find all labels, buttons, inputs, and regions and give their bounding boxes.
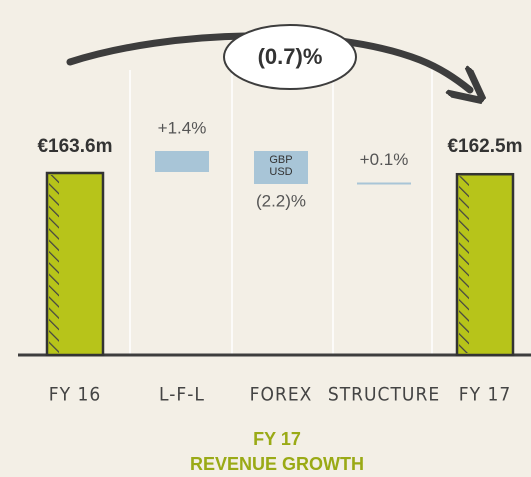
chart-title: FY 17 xyxy=(253,429,301,449)
x-tick-label: FOREX xyxy=(250,384,313,406)
overall-badge xyxy=(223,24,357,90)
currency-label: GBP xyxy=(269,154,292,166)
value-label: €163.6m xyxy=(37,136,112,157)
grid-dividers xyxy=(129,70,433,355)
value-label: €162.5m xyxy=(447,136,522,157)
x-tick-label: FY 16 xyxy=(49,384,101,406)
change-bar xyxy=(155,151,209,172)
bar-hatch xyxy=(49,175,59,353)
change-bar xyxy=(254,151,308,184)
value-label: +0.1% xyxy=(360,150,409,169)
change-bar xyxy=(357,182,411,185)
value-label: (2.2)% xyxy=(256,191,306,210)
x-tick-label: FY 17 xyxy=(459,384,511,406)
x-tick-label: STRUCTURE xyxy=(328,384,440,406)
chart-subtitle: REVENUE GROWTH xyxy=(190,454,364,474)
value-label: +1.4% xyxy=(158,118,207,137)
currency-label: USD xyxy=(269,166,292,178)
bar-hatch xyxy=(459,176,469,353)
x-tick-label: L-F-L xyxy=(159,384,205,406)
overall-change-label: (0.7)% xyxy=(258,44,323,69)
